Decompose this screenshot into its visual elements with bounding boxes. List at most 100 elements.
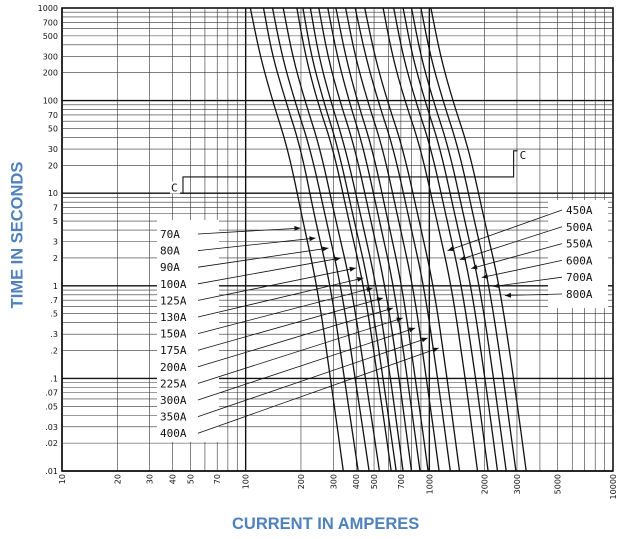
fuse-curves [249,7,527,472]
arrowhead [447,246,455,251]
y-tick-label: 30 [48,145,58,154]
curve-70a [249,7,344,472]
x-tick-label: 100 [242,474,251,489]
series-label-70a: 70A [160,228,180,241]
series-label-700a: 700A [566,271,593,284]
series-label-400a: 400A [160,427,187,440]
arrowhead [432,347,439,353]
x-tick-label: 5000 [554,474,563,494]
curve-225a [335,7,429,472]
leader-line [197,287,373,334]
arrowhead [396,317,403,323]
y-tick-label: 5 [53,217,58,226]
arrowhead [349,266,356,272]
series-label-350a: 350A [160,411,187,424]
leader-line [197,327,416,401]
series-label-150a: 150A [160,328,187,341]
arrowhead [471,264,478,270]
x-tick-label: 700 [397,474,406,489]
series-label-80a: 80A [160,245,180,258]
y-tick-label: 70 [48,111,58,120]
x-tick-label: 500 [370,474,379,489]
leader-line [197,267,356,301]
leader-line [197,347,439,434]
leader-line [447,209,563,251]
y-tick-label: 300 [43,52,58,61]
x-tick-label: 300 [329,474,338,489]
arrowhead [376,297,384,303]
series-label-175a: 175A [160,344,187,357]
leader-line [197,307,394,368]
leader-line [197,237,316,251]
leader-line [504,293,563,296]
arrowhead [481,273,489,279]
arrowhead [356,276,364,282]
y-tick-label: 500 [43,32,58,41]
y-tick-label: .7 [50,296,58,305]
x-tick-label: 20 [113,474,122,484]
bracket-label-c-left: C [171,182,178,195]
curve-350a [354,7,451,472]
y-tick-label: 3 [53,238,58,247]
leader-line [197,227,301,235]
x-tick-label: 400 [352,474,361,489]
series-label-300a: 300A [160,394,187,407]
y-tick-label: 2 [53,254,58,263]
y-tick-label: 100 [43,97,58,106]
arrowhead [386,307,394,313]
arrowhead [334,256,341,262]
y-tick-label: 1 [53,282,58,291]
arrowhead [408,327,416,333]
plot-frame [61,7,614,472]
series-label-450a: 450A [566,204,593,217]
leader-line [481,260,563,278]
y-tick-labels: 1000 700 500 300 200 100 70 50 30 20 10 7 5 3 2 1 .7 .5 .3… [38,4,58,476]
curve-300a [344,7,440,472]
y-tick-label: 200 [43,69,58,78]
leader-line [471,243,563,269]
leader-line [197,257,341,285]
bracket-c-left-bg [169,181,180,194]
leader-line [197,297,384,351]
curve-100a [282,7,381,472]
curve-175a [318,7,413,472]
y-tick-label: .03 [45,423,58,432]
y-tick-label: .3 [50,330,58,339]
leader-line [197,247,329,268]
x-tick-label: 70 [213,474,222,484]
y-tick-label: 50 [48,124,58,133]
x-tick-label: 2000 [481,474,490,494]
y-tick-label: .02 [45,439,58,448]
x-axis-title: CURRENT IN AMPERES [232,515,420,533]
leader-line [493,276,563,287]
curve-700a [420,7,517,472]
series-label-100a: 100A [160,278,187,291]
series-label-200a: 200A [160,361,187,374]
curve-150a [309,7,404,472]
y-tick-label: .01 [45,467,58,476]
curve-450a [382,7,479,472]
arrowhead [504,292,512,298]
bracket-label-c-right: C [520,149,527,162]
x-tick-label: 10000 [609,474,618,499]
x-tick-label: 1000 [425,474,434,494]
curve-800a [430,7,527,472]
x-tick-label: 200 [297,474,306,489]
curve-600a [410,7,507,472]
leader-line [197,317,403,384]
series-label-225a: 225A [160,377,187,390]
arrowhead [493,283,500,289]
y-axis-title-wrap: TIME IN SECONDS [6,145,30,325]
curve-130a [302,7,397,472]
y-tick-label: 7 [53,204,58,213]
bracket-line [182,150,518,194]
y-tick-label: 20 [48,161,58,170]
x-tick-label: 30 [146,474,155,484]
series-callouts: 70A 80A 90A 100A 125A 130A 150A 175A 200A 225A 300… [157,200,608,442]
leader-line [197,337,428,417]
series-label-800a: 800A [566,288,593,301]
leader-line [459,226,563,260]
series-label-90a: 90A [160,261,180,274]
y-tick-label: .07 [45,389,58,398]
